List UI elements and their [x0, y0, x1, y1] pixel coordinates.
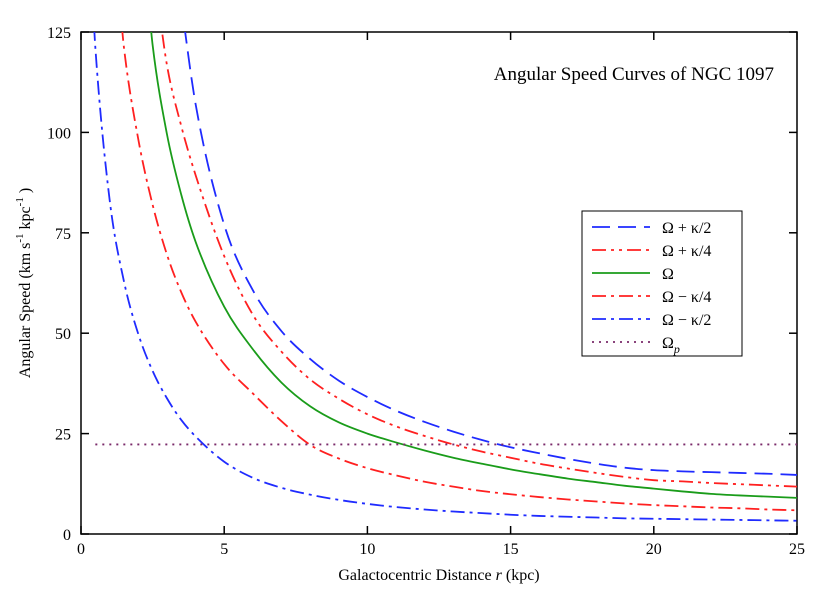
- axis-ticks: 0 5 10 15 20 25 0 25 50 75 100 125: [47, 25, 805, 558]
- series-group: [93, 32, 797, 522]
- x-tick-label: 0: [77, 541, 85, 558]
- x-axis-title: Galactocentric Distance r (kpc): [338, 567, 539, 584]
- x-tick-label: 25: [789, 541, 805, 558]
- series-line-4: [121, 32, 797, 512]
- x-tick-label: 15: [503, 541, 519, 558]
- legend: Ω + κ/2 Ω + κ/4 Ω Ω − κ/4 Ω − κ/2 Ωp: [581, 210, 743, 357]
- legend-label-2: Ω + κ/4: [662, 243, 711, 260]
- legend-label-3: Ω: [662, 266, 674, 283]
- legend-label-4: Ω − κ/4: [662, 289, 711, 306]
- series-line-2: [161, 32, 797, 488]
- y-tick-label: 25: [55, 427, 71, 444]
- legend-label-5: Ω − κ/2: [662, 312, 711, 329]
- y-tick-label: 0: [63, 527, 71, 544]
- y-axis-title: Angular Speed (km s-1 kpc-1 ): [14, 188, 34, 378]
- series-line-3: [150, 32, 797, 499]
- y-tick-label: 50: [55, 326, 71, 343]
- y-tick-label: 100: [47, 125, 71, 142]
- x-tick-label: 10: [359, 541, 375, 558]
- x-tick-label: 20: [646, 541, 662, 558]
- legend-label-1: Ω + κ/2: [662, 220, 711, 237]
- legend-label-6: Ωp: [662, 335, 680, 356]
- chart-title: Angular Speed Curves of NGC 1097: [494, 64, 774, 85]
- y-tick-label: 125: [47, 25, 71, 42]
- series-line-1: [184, 32, 797, 476]
- y-tick-label: 75: [55, 226, 71, 243]
- x-tick-label: 5: [220, 541, 228, 558]
- legend-box: [581, 210, 743, 357]
